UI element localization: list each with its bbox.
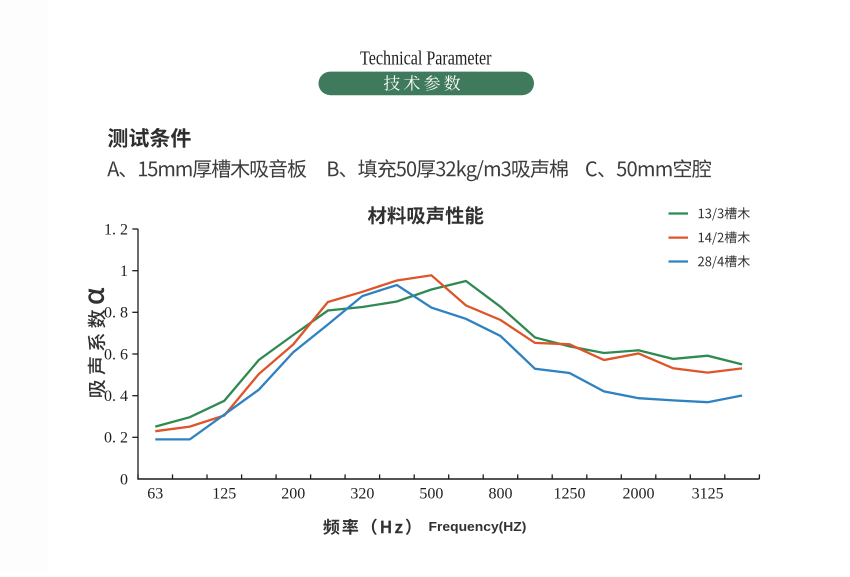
svg-text:0. 8: 0. 8 xyxy=(104,305,128,322)
svg-text:0. 6: 0. 6 xyxy=(104,346,128,363)
svg-text:1: 1 xyxy=(120,263,128,280)
svg-text:0. 2: 0. 2 xyxy=(104,430,128,447)
svg-text:800: 800 xyxy=(489,486,513,503)
svg-text:1. 2: 1. 2 xyxy=(104,221,128,238)
svg-text:200: 200 xyxy=(281,486,305,503)
svg-text:0. 4: 0. 4 xyxy=(104,388,128,405)
svg-text:Technical Parameter: Technical Parameter xyxy=(360,48,492,70)
svg-text:320: 320 xyxy=(350,486,374,503)
svg-text:Frequency(HZ): Frequency(HZ) xyxy=(429,519,527,534)
svg-text:125: 125 xyxy=(212,486,236,503)
svg-text:1250: 1250 xyxy=(554,486,586,503)
svg-text:0: 0 xyxy=(120,471,128,488)
svg-text:3125: 3125 xyxy=(692,486,724,503)
svg-text:63: 63 xyxy=(147,486,163,503)
svg-text:500: 500 xyxy=(419,486,443,503)
svg-text:2000: 2000 xyxy=(623,486,655,503)
